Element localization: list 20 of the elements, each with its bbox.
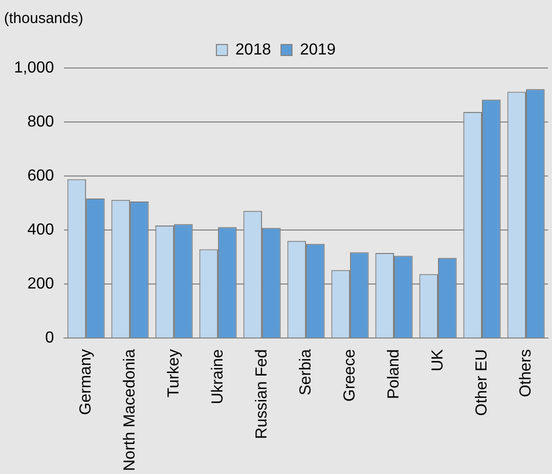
x-tick-label: UK <box>429 348 446 372</box>
x-tick-label: Others <box>517 349 534 398</box>
x-tick-label: North Macedonia <box>121 349 138 471</box>
x-tick-label: Germany <box>77 349 94 415</box>
y-tick-label: 400 <box>27 222 54 238</box>
x-tick-label: Ukraine <box>209 349 226 404</box>
x-tick-label: Russian Fed <box>253 349 270 439</box>
x-tick-label: Poland <box>385 349 402 399</box>
y-axis-title: (thousands) <box>4 10 84 28</box>
y-tick-label: 800 <box>27 113 54 130</box>
legend-label: 2018 <box>235 41 272 58</box>
y-tick-label: 1,000 <box>14 59 54 76</box>
y-tick-label: 600 <box>27 167 54 184</box>
x-tick-label: Other EU <box>473 349 490 416</box>
x-tick-label: Turkey <box>165 349 182 398</box>
x-tick-label: Serbia <box>297 349 314 396</box>
legend-label: 2019 <box>300 41 336 58</box>
x-tick-label: Greece <box>341 349 358 402</box>
y-tick-label: 0 <box>45 330 54 347</box>
y-tick-label: 200 <box>27 276 54 293</box>
